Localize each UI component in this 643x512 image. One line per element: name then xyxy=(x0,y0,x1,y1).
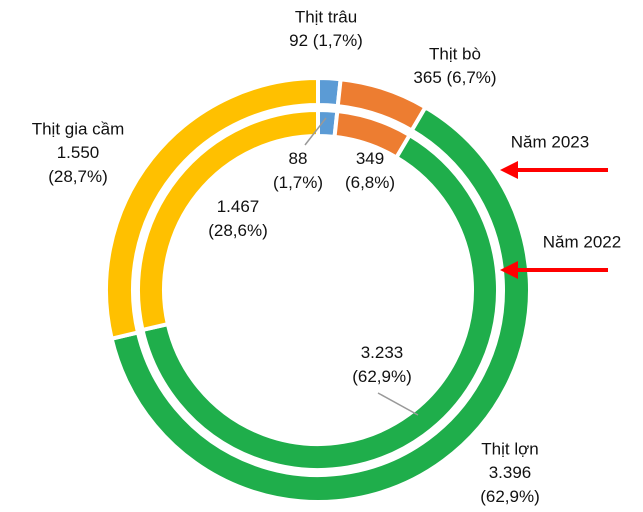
label-line: (28,7%) xyxy=(48,167,108,186)
label-line: (62,9%) xyxy=(352,367,412,386)
arrow-head xyxy=(500,161,518,179)
data-label: 92 (1,7%) xyxy=(289,31,363,50)
label-line: 92 (1,7%) xyxy=(289,31,363,50)
series-label: Năm 2022 xyxy=(543,232,621,251)
label-line: 365 (6,7%) xyxy=(413,68,496,87)
rings xyxy=(104,75,532,504)
label-line: 1.550 xyxy=(57,143,100,162)
data-label: 349 (6,8%) xyxy=(345,149,395,192)
leader-line xyxy=(377,392,419,416)
data-label: 1.550 (28,7%) xyxy=(48,143,108,186)
label-line: 1.467 xyxy=(217,197,260,216)
label-line: (1,7%) xyxy=(273,173,323,192)
category-label: Thịt gia cầm xyxy=(32,119,125,138)
data-label: 1.467 (28,6%) xyxy=(208,197,268,240)
label-line: 3.396 xyxy=(489,463,532,482)
label-line: 3.233 xyxy=(361,343,404,362)
category-label: Thịt lợn xyxy=(481,439,538,458)
data-label: 3.233 (62,9%) xyxy=(352,343,412,386)
category-label: Thịt bò xyxy=(429,44,481,63)
donut-segment xyxy=(104,75,320,342)
label-line: 349 xyxy=(356,149,384,168)
series-label: Năm 2023 xyxy=(511,132,589,151)
donut-segment xyxy=(136,107,320,333)
leader-line xyxy=(304,117,327,146)
label-line: 88 xyxy=(289,149,308,168)
category-label: Thịt trâu xyxy=(295,7,357,26)
arrow-head xyxy=(500,261,518,279)
data-label: 88 (1,7%) xyxy=(273,149,323,192)
data-label: 3.396 (62,9%) xyxy=(480,463,540,506)
labels: Thịt trâu 92 (1,7%) Thịt bò 365 (6,7%) Thịt … xyxy=(32,7,622,506)
donut-segment xyxy=(109,104,532,504)
data-label: 365 (6,7%) xyxy=(413,68,496,87)
label-line: (28,6%) xyxy=(208,221,268,240)
label-line: (62,9%) xyxy=(480,487,540,506)
donut-segment xyxy=(140,132,500,472)
label-line: (6,8%) xyxy=(345,173,395,192)
